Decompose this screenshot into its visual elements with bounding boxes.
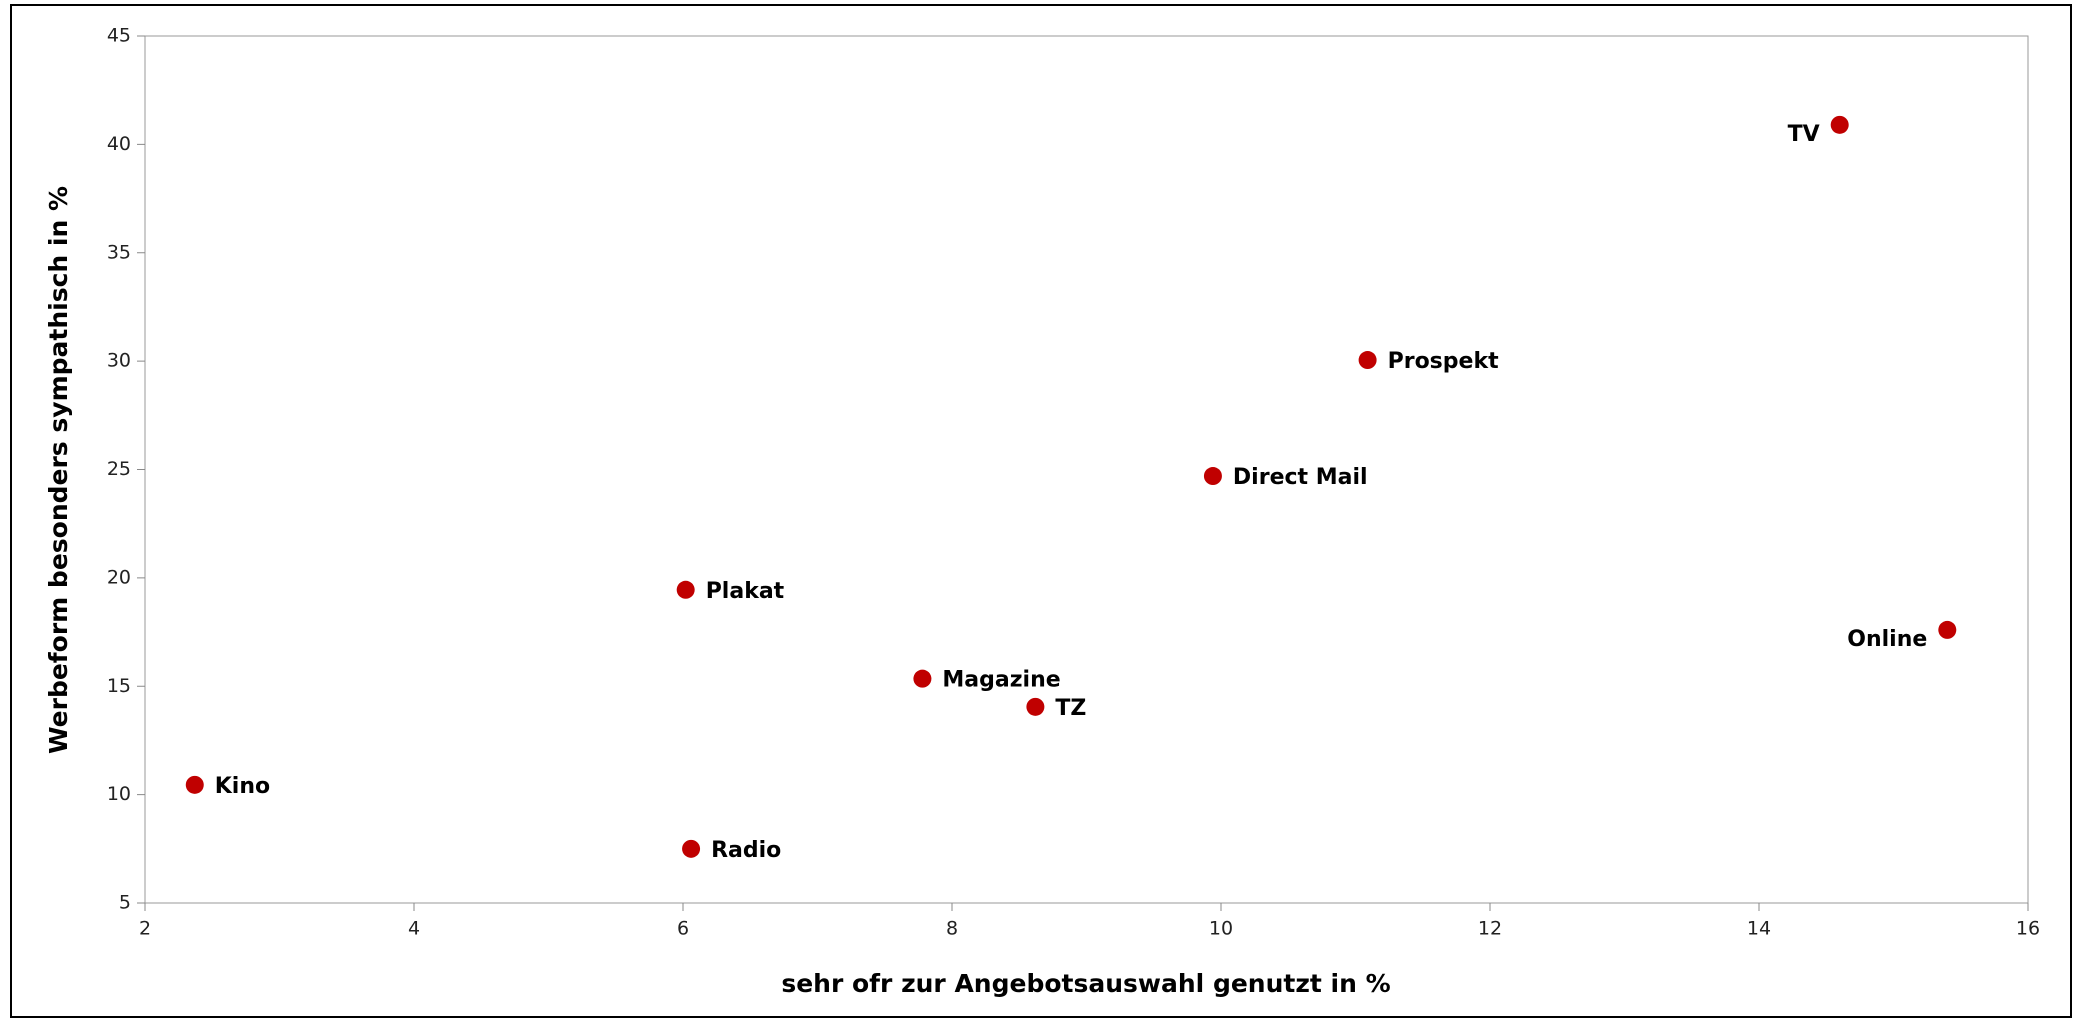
x-tick-label: 2 bbox=[139, 918, 151, 940]
point bbox=[185, 775, 204, 794]
point-label: Prospekt bbox=[1388, 349, 1499, 374]
y-tick-label: 45 bbox=[107, 25, 131, 47]
frame bbox=[10, 4, 2072, 1018]
x-axis-title: sehr ofr zur Angebotsauswahl genutzt in … bbox=[781, 969, 1390, 998]
y-tick-label: 40 bbox=[107, 133, 131, 155]
point bbox=[1358, 351, 1377, 370]
plot-area bbox=[144, 35, 2029, 904]
point bbox=[1830, 115, 1849, 134]
point-label: Radio bbox=[711, 838, 781, 863]
y-tick-label: 25 bbox=[107, 458, 131, 480]
y-tick-label: 15 bbox=[107, 675, 131, 697]
point bbox=[682, 839, 701, 858]
point-label: Kino bbox=[215, 774, 270, 799]
y-axis-title: Werbeform besonders sympathisch in % bbox=[44, 186, 73, 754]
point bbox=[1203, 467, 1222, 486]
point-label: TV bbox=[1788, 122, 1820, 147]
x-tick-label: 6 bbox=[677, 918, 689, 940]
x-tick-label: 4 bbox=[408, 918, 420, 940]
x-tick-label: 8 bbox=[946, 918, 958, 940]
point bbox=[1026, 697, 1045, 716]
x-tick-label: 16 bbox=[2016, 918, 2040, 940]
point-label: Online bbox=[1847, 627, 1927, 652]
y-tick-label: 10 bbox=[107, 783, 131, 805]
x-tick-label: 14 bbox=[1747, 918, 1771, 940]
point bbox=[676, 580, 695, 599]
point-label: Magazine bbox=[942, 668, 1060, 693]
point-label: Direct Mail bbox=[1233, 465, 1368, 490]
point-label: TZ bbox=[1055, 696, 1086, 721]
y-tick-label: 5 bbox=[119, 892, 131, 914]
point bbox=[913, 669, 932, 688]
y-tick-label: 20 bbox=[107, 566, 131, 588]
x-tick-label: 12 bbox=[1478, 918, 1502, 940]
y-tick-label: 30 bbox=[107, 350, 131, 372]
point bbox=[1938, 620, 1957, 639]
y-tick-label: 35 bbox=[107, 241, 131, 263]
point-label: Plakat bbox=[706, 579, 785, 604]
x-tick-label: 10 bbox=[1209, 918, 1233, 940]
